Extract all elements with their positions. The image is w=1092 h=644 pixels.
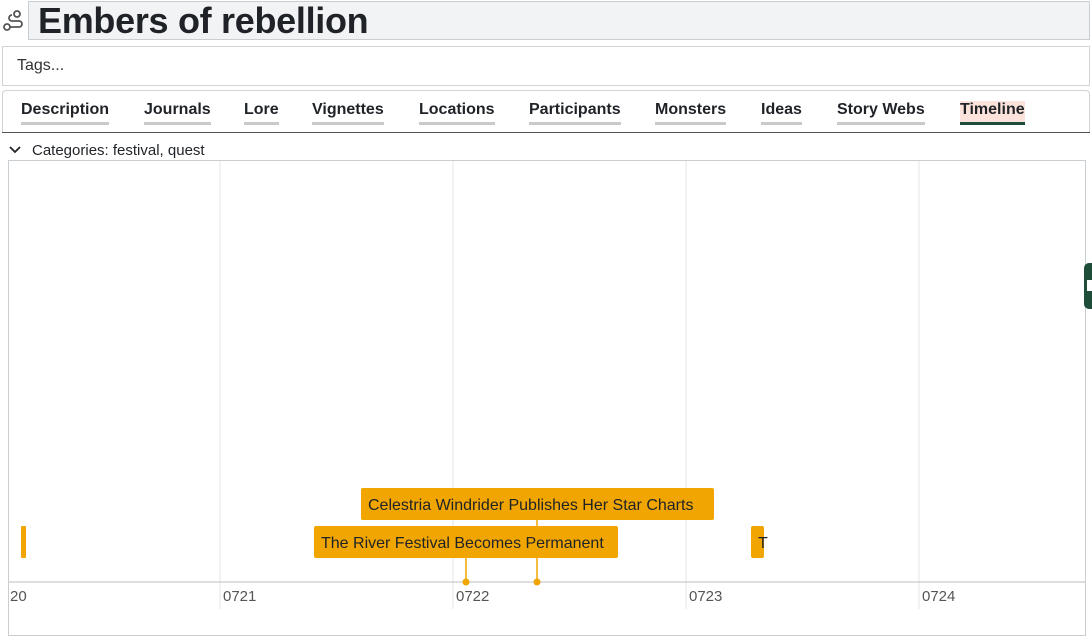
timeline-event-item[interactable] bbox=[21, 526, 26, 558]
tab-participants[interactable]: Participants bbox=[529, 101, 621, 125]
side-panel-toggle[interactable] bbox=[1084, 263, 1092, 309]
axis-tick-label: 0722 bbox=[456, 588, 489, 605]
tab-monsters[interactable]: Monsters bbox=[655, 101, 727, 125]
timeline-panel[interactable]: 20 0721 0722 0723 0724 Celestria Windrid… bbox=[8, 160, 1086, 636]
timeline-event-item[interactable]: T bbox=[751, 526, 768, 558]
tab-vignettes[interactable]: Vignettes bbox=[312, 101, 384, 125]
tab-journals[interactable]: Journals bbox=[144, 101, 211, 125]
categories-label: Categories: festival, quest bbox=[32, 141, 205, 159]
tab-story-webs[interactable]: Story Webs bbox=[837, 101, 925, 125]
tab-locations[interactable]: Locations bbox=[419, 101, 495, 125]
categories-toggle[interactable]: Categories: festival, quest bbox=[8, 140, 205, 160]
tab-bar: Description Journals Lore Vignettes Loca… bbox=[2, 90, 1090, 133]
axis-tick-label: 0721 bbox=[223, 588, 256, 605]
timeline-canvas[interactable]: 20 0721 0722 0723 0724 Celestria Windrid… bbox=[9, 161, 1086, 636]
tab-lore[interactable]: Lore bbox=[244, 101, 279, 125]
event-title: T bbox=[758, 535, 768, 552]
event-title: The River Festival Becomes Permanent bbox=[321, 535, 604, 552]
axis-tick-label: 0724 bbox=[922, 588, 955, 605]
tab-timeline[interactable]: Timeline bbox=[960, 101, 1025, 125]
side-panel-toggle-icon bbox=[1087, 280, 1092, 291]
axis-tick-label: 0723 bbox=[689, 588, 722, 605]
tab-ideas[interactable]: Ideas bbox=[761, 101, 802, 125]
timeline-event-item[interactable]: Celestria Windrider Publishes Her Star C… bbox=[361, 488, 714, 520]
tab-description[interactable]: Description bbox=[21, 101, 110, 125]
event-title: Celestria Windrider Publishes Her Star C… bbox=[368, 497, 693, 514]
story-path-icon bbox=[3, 10, 23, 31]
tab-bar-divider bbox=[2, 132, 1090, 133]
chevron-down-icon bbox=[9, 146, 21, 154]
page-title[interactable]: Embers of rebellion bbox=[28, 0, 1090, 41]
axis-tick-label: 20 bbox=[10, 588, 27, 605]
timeline-event-item[interactable]: The River Festival Becomes Permanent bbox=[314, 526, 618, 558]
tags-input[interactable]: Tags... bbox=[2, 46, 1090, 86]
